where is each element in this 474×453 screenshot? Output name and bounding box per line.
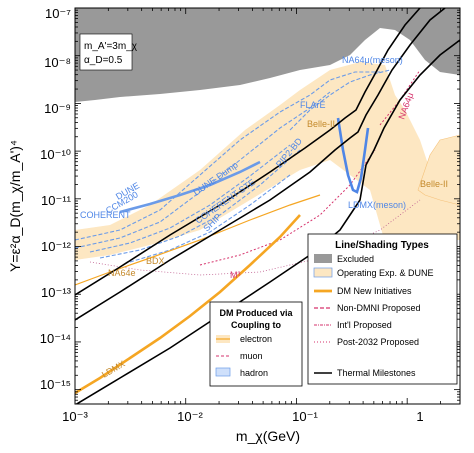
legend-coupling-title-1: DM Produced via bbox=[219, 308, 293, 318]
ldmx-curve bbox=[75, 214, 301, 395]
x-tick-label: 10⁻³ bbox=[62, 409, 88, 424]
curve-label: M³ bbox=[230, 270, 241, 280]
excluded-region bbox=[75, 8, 460, 102]
dune-curve bbox=[119, 160, 261, 214]
operating-region bbox=[75, 62, 460, 260]
y-tick-label: 10⁻¹⁴ bbox=[40, 331, 71, 346]
thermal-curve-3 bbox=[75, 8, 421, 296]
legend-coupling-title-2: Coupling to bbox=[231, 320, 281, 330]
legend-coupling-item: electron bbox=[240, 334, 272, 344]
x-axis-label: m_χ(GeV) bbox=[236, 428, 300, 444]
ldmx-meson-curve bbox=[336, 117, 370, 194]
bdx-curve bbox=[75, 194, 321, 286]
hadron-curves bbox=[75, 69, 391, 263]
legend-swatch-operating bbox=[313, 267, 333, 278]
axis-ticks bbox=[74, 7, 461, 405]
legend-swatch-hadron bbox=[215, 367, 231, 377]
legend-item: Int'l Proposed bbox=[337, 320, 392, 330]
y-tick-label: 10⁻⁹ bbox=[44, 101, 71, 116]
legend-coupling: DM Produced via Coupling to electron muo… bbox=[209, 301, 303, 387]
x-tick-label: 1 bbox=[416, 409, 423, 424]
y-tick-label: 10⁻¹¹ bbox=[41, 193, 72, 208]
y-tick-label: 10⁻¹³ bbox=[41, 285, 72, 300]
legend-coupling-item: muon bbox=[240, 351, 263, 361]
curve-label: NA64μ(meson) bbox=[342, 55, 403, 65]
param-mass-ratio: m_A'=3m_χ bbox=[84, 41, 138, 52]
legend-coupling-item: hadron bbox=[240, 368, 268, 378]
curve-label: Belle-II bbox=[307, 119, 335, 129]
legend-item: Thermal Milestones bbox=[337, 368, 416, 378]
legend-title: Line/Shading Types bbox=[335, 240, 429, 251]
x-tick-label: 10⁻² bbox=[177, 409, 203, 424]
hadron-curve-5 bbox=[129, 174, 291, 263]
curve-label: FLArE bbox=[300, 100, 326, 110]
y-tick-label: 10⁻¹⁵ bbox=[40, 377, 71, 392]
legend-item: Non-DMNI Proposed bbox=[337, 303, 421, 313]
x-tick-labels: 10⁻³ 10⁻² 10⁻¹ 1 bbox=[62, 409, 423, 424]
hadron-curve-4 bbox=[99, 149, 301, 259]
y-tick-label: 10⁻¹² bbox=[41, 239, 72, 254]
hadron-curve-3 bbox=[89, 144, 291, 253]
legend-item: Post-2032 Proposed bbox=[337, 337, 419, 347]
curve-label: Belle-II bbox=[420, 179, 448, 189]
curve-label: NA64e bbox=[108, 268, 136, 278]
curve-label: BDX bbox=[146, 256, 165, 266]
y-tick-label: 10⁻⁷ bbox=[45, 6, 71, 21]
thermal-curve-1 bbox=[75, 39, 460, 404]
y-tick-labels: 10⁻¹⁵ 10⁻¹⁴ 10⁻¹³ 10⁻¹² 10⁻¹¹ 10⁻¹⁰ 10⁻⁹… bbox=[40, 6, 72, 392]
legend-box bbox=[307, 233, 458, 385]
params-box bbox=[79, 33, 133, 71]
param-alpha: α_D=0.5 bbox=[84, 55, 123, 66]
legend-item: DM New Initiatives bbox=[337, 286, 412, 296]
thermal-curves bbox=[75, 8, 460, 404]
belle2-region bbox=[417, 134, 460, 206]
y-tick-label: 10⁻¹⁰ bbox=[40, 147, 71, 162]
m3-curve bbox=[199, 149, 376, 266]
thermal-curve-2 bbox=[75, 8, 446, 321]
legend-swatch-excluded bbox=[314, 254, 332, 263]
legend-item: Operating Exp. & DUNE bbox=[337, 268, 434, 278]
y-axis-label: Y=ε²α_D(m_χ/m_A')⁴ bbox=[7, 140, 23, 272]
x-tick-label: 10⁻¹ bbox=[292, 409, 318, 424]
hadron-curve-2 bbox=[75, 91, 331, 249]
hadron-curve-1 bbox=[75, 71, 380, 241]
curve-label: COHERENT bbox=[80, 210, 131, 220]
legend-item: Excluded bbox=[337, 254, 374, 264]
legend-line-types: Line/Shading Types Excluded Operating Ex… bbox=[307, 233, 458, 385]
curve-label: LDMX(meson) bbox=[348, 200, 406, 210]
plot-content bbox=[75, 8, 460, 404]
y-tick-label: 10⁻⁸ bbox=[44, 55, 71, 70]
